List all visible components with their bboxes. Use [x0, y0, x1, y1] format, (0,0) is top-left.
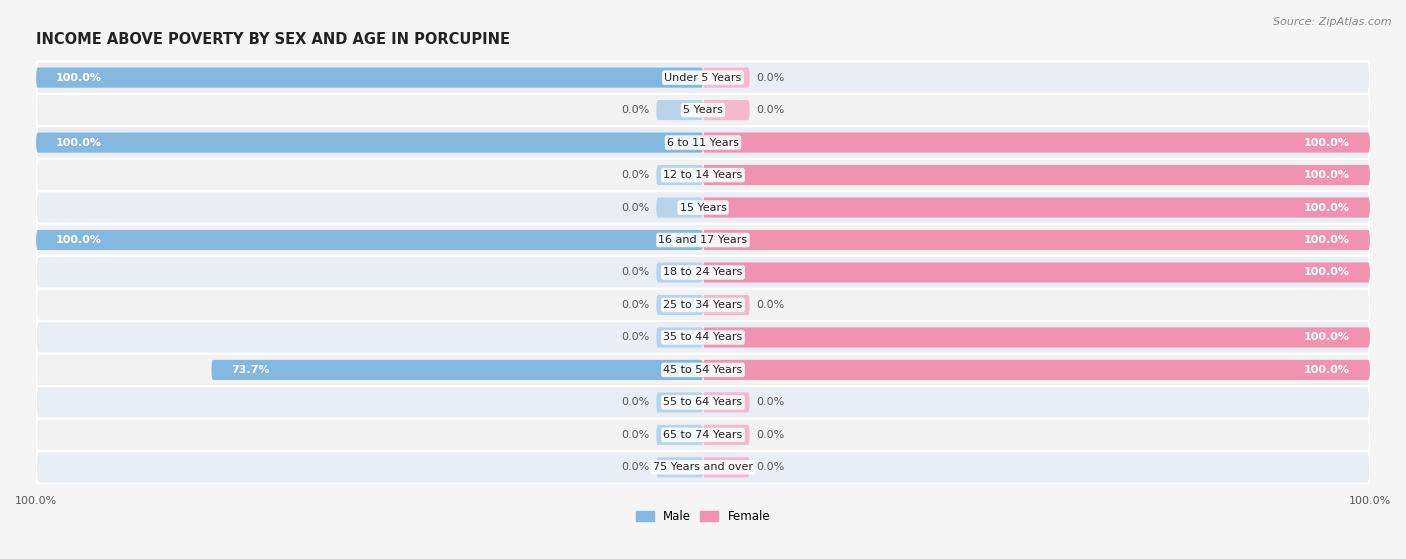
FancyBboxPatch shape: [657, 425, 703, 445]
Text: 100.0%: 100.0%: [56, 138, 103, 148]
Text: 100.0%: 100.0%: [56, 235, 103, 245]
FancyBboxPatch shape: [37, 94, 1369, 126]
FancyBboxPatch shape: [37, 230, 703, 250]
Text: INCOME ABOVE POVERTY BY SEX AND AGE IN PORCUPINE: INCOME ABOVE POVERTY BY SEX AND AGE IN P…: [37, 32, 510, 47]
Text: 0.0%: 0.0%: [621, 430, 650, 440]
FancyBboxPatch shape: [657, 457, 703, 477]
Text: 5 Years: 5 Years: [683, 105, 723, 115]
Text: 0.0%: 0.0%: [621, 105, 650, 115]
Text: 0.0%: 0.0%: [621, 333, 650, 343]
Text: 0.0%: 0.0%: [621, 202, 650, 212]
Text: 100.0%: 100.0%: [1303, 268, 1350, 277]
Text: 100.0%: 100.0%: [1303, 138, 1350, 148]
Text: Source: ZipAtlas.com: Source: ZipAtlas.com: [1274, 17, 1392, 27]
FancyBboxPatch shape: [37, 159, 1369, 191]
Text: 15 Years: 15 Years: [679, 202, 727, 212]
FancyBboxPatch shape: [703, 197, 1369, 217]
FancyBboxPatch shape: [703, 68, 749, 88]
Text: 0.0%: 0.0%: [756, 300, 785, 310]
FancyBboxPatch shape: [657, 262, 703, 282]
FancyBboxPatch shape: [703, 295, 749, 315]
Text: 0.0%: 0.0%: [756, 105, 785, 115]
Text: 100.0%: 100.0%: [1303, 365, 1350, 375]
Text: 0.0%: 0.0%: [756, 430, 785, 440]
Text: 45 to 54 Years: 45 to 54 Years: [664, 365, 742, 375]
FancyBboxPatch shape: [37, 386, 1369, 419]
Text: 0.0%: 0.0%: [621, 170, 650, 180]
Text: 73.7%: 73.7%: [232, 365, 270, 375]
Text: 0.0%: 0.0%: [756, 73, 785, 83]
FancyBboxPatch shape: [703, 230, 1369, 250]
Text: 6 to 11 Years: 6 to 11 Years: [666, 138, 740, 148]
FancyBboxPatch shape: [703, 100, 749, 120]
FancyBboxPatch shape: [657, 392, 703, 413]
Text: 75 Years and over: 75 Years and over: [652, 462, 754, 472]
Text: 12 to 14 Years: 12 to 14 Years: [664, 170, 742, 180]
Text: 35 to 44 Years: 35 to 44 Years: [664, 333, 742, 343]
FancyBboxPatch shape: [657, 295, 703, 315]
Text: 0.0%: 0.0%: [756, 462, 785, 472]
Text: 25 to 34 Years: 25 to 34 Years: [664, 300, 742, 310]
Text: 0.0%: 0.0%: [756, 397, 785, 408]
FancyBboxPatch shape: [37, 451, 1369, 484]
FancyBboxPatch shape: [37, 419, 1369, 451]
Text: 0.0%: 0.0%: [621, 268, 650, 277]
Legend: Male, Female: Male, Female: [631, 505, 775, 528]
FancyBboxPatch shape: [703, 165, 1369, 185]
Text: 0.0%: 0.0%: [621, 300, 650, 310]
FancyBboxPatch shape: [657, 165, 703, 185]
Text: 100.0%: 100.0%: [56, 73, 103, 83]
Text: 100.0%: 100.0%: [1303, 170, 1350, 180]
FancyBboxPatch shape: [657, 328, 703, 348]
FancyBboxPatch shape: [37, 132, 703, 153]
FancyBboxPatch shape: [37, 321, 1369, 354]
FancyBboxPatch shape: [37, 61, 1369, 94]
FancyBboxPatch shape: [211, 360, 703, 380]
FancyBboxPatch shape: [703, 360, 1369, 380]
Text: 100.0%: 100.0%: [1303, 235, 1350, 245]
FancyBboxPatch shape: [657, 100, 703, 120]
FancyBboxPatch shape: [703, 328, 1369, 348]
Text: 65 to 74 Years: 65 to 74 Years: [664, 430, 742, 440]
Text: 16 and 17 Years: 16 and 17 Years: [658, 235, 748, 245]
FancyBboxPatch shape: [37, 224, 1369, 256]
FancyBboxPatch shape: [657, 197, 703, 217]
FancyBboxPatch shape: [703, 425, 749, 445]
FancyBboxPatch shape: [703, 132, 1369, 153]
Text: 18 to 24 Years: 18 to 24 Years: [664, 268, 742, 277]
Text: 100.0%: 100.0%: [1303, 333, 1350, 343]
FancyBboxPatch shape: [37, 191, 1369, 224]
FancyBboxPatch shape: [703, 392, 749, 413]
FancyBboxPatch shape: [37, 68, 703, 88]
Text: Under 5 Years: Under 5 Years: [665, 73, 741, 83]
FancyBboxPatch shape: [37, 289, 1369, 321]
FancyBboxPatch shape: [37, 126, 1369, 159]
FancyBboxPatch shape: [37, 354, 1369, 386]
Text: 0.0%: 0.0%: [621, 397, 650, 408]
Text: 100.0%: 100.0%: [1303, 202, 1350, 212]
FancyBboxPatch shape: [703, 262, 1369, 282]
Text: 55 to 64 Years: 55 to 64 Years: [664, 397, 742, 408]
FancyBboxPatch shape: [703, 457, 749, 477]
Text: 0.0%: 0.0%: [621, 462, 650, 472]
FancyBboxPatch shape: [37, 256, 1369, 289]
